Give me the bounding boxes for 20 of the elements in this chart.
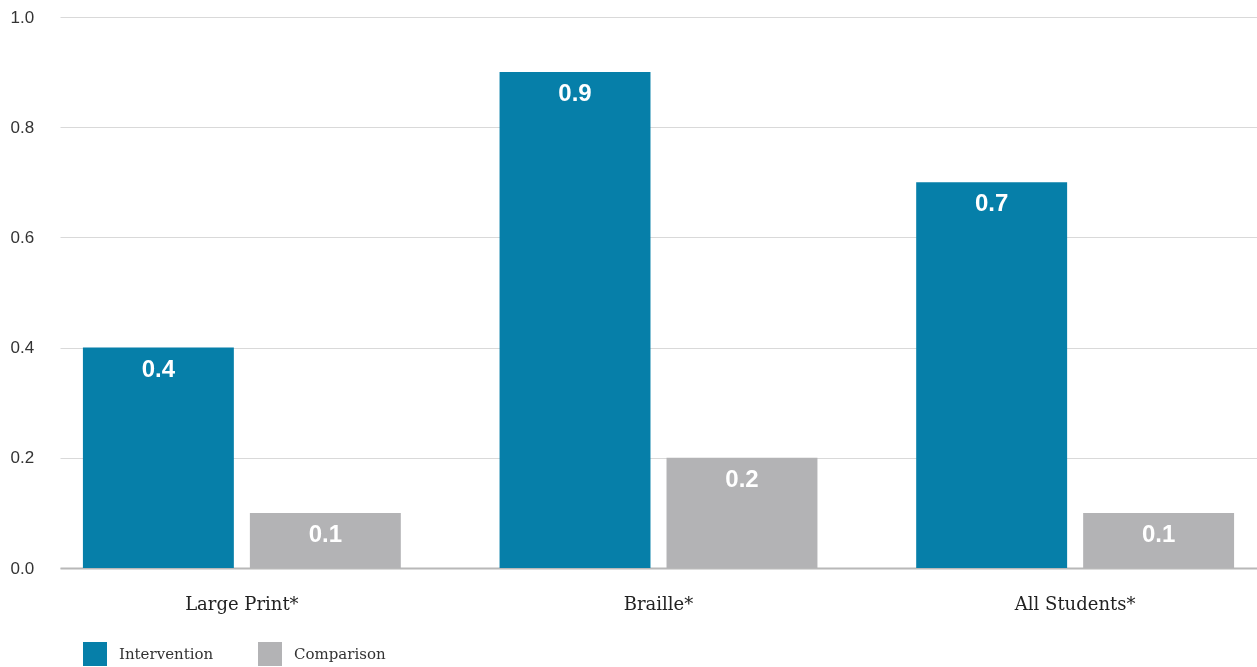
data-label: 0.4 [141,354,176,382]
y-tick-label: 0.2 [10,448,35,468]
data-label: 0.9 [558,79,592,107]
y-tick-label: 0.6 [10,227,35,247]
bar [916,182,1068,568]
data-label: 0.7 [974,189,1009,217]
y-tick-label: 0.0 [10,558,35,578]
x-tick-label: Large Print* [185,592,299,614]
x-tick-label: All Students* [1013,592,1136,614]
legend-label: Intervention [119,645,214,663]
x-tick-label: Braille* [623,592,694,614]
bar [499,72,651,568]
data-label: 0.2 [725,464,759,492]
data-label: 0.1 [308,519,343,547]
y-tick-label: 1.0 [10,7,35,27]
bar [82,347,234,568]
y-tick-label: 0.8 [10,117,35,137]
data-label: 0.1 [1141,519,1176,547]
legend-label: Comparison [294,645,386,663]
y-tick-label: 0.4 [10,338,35,358]
